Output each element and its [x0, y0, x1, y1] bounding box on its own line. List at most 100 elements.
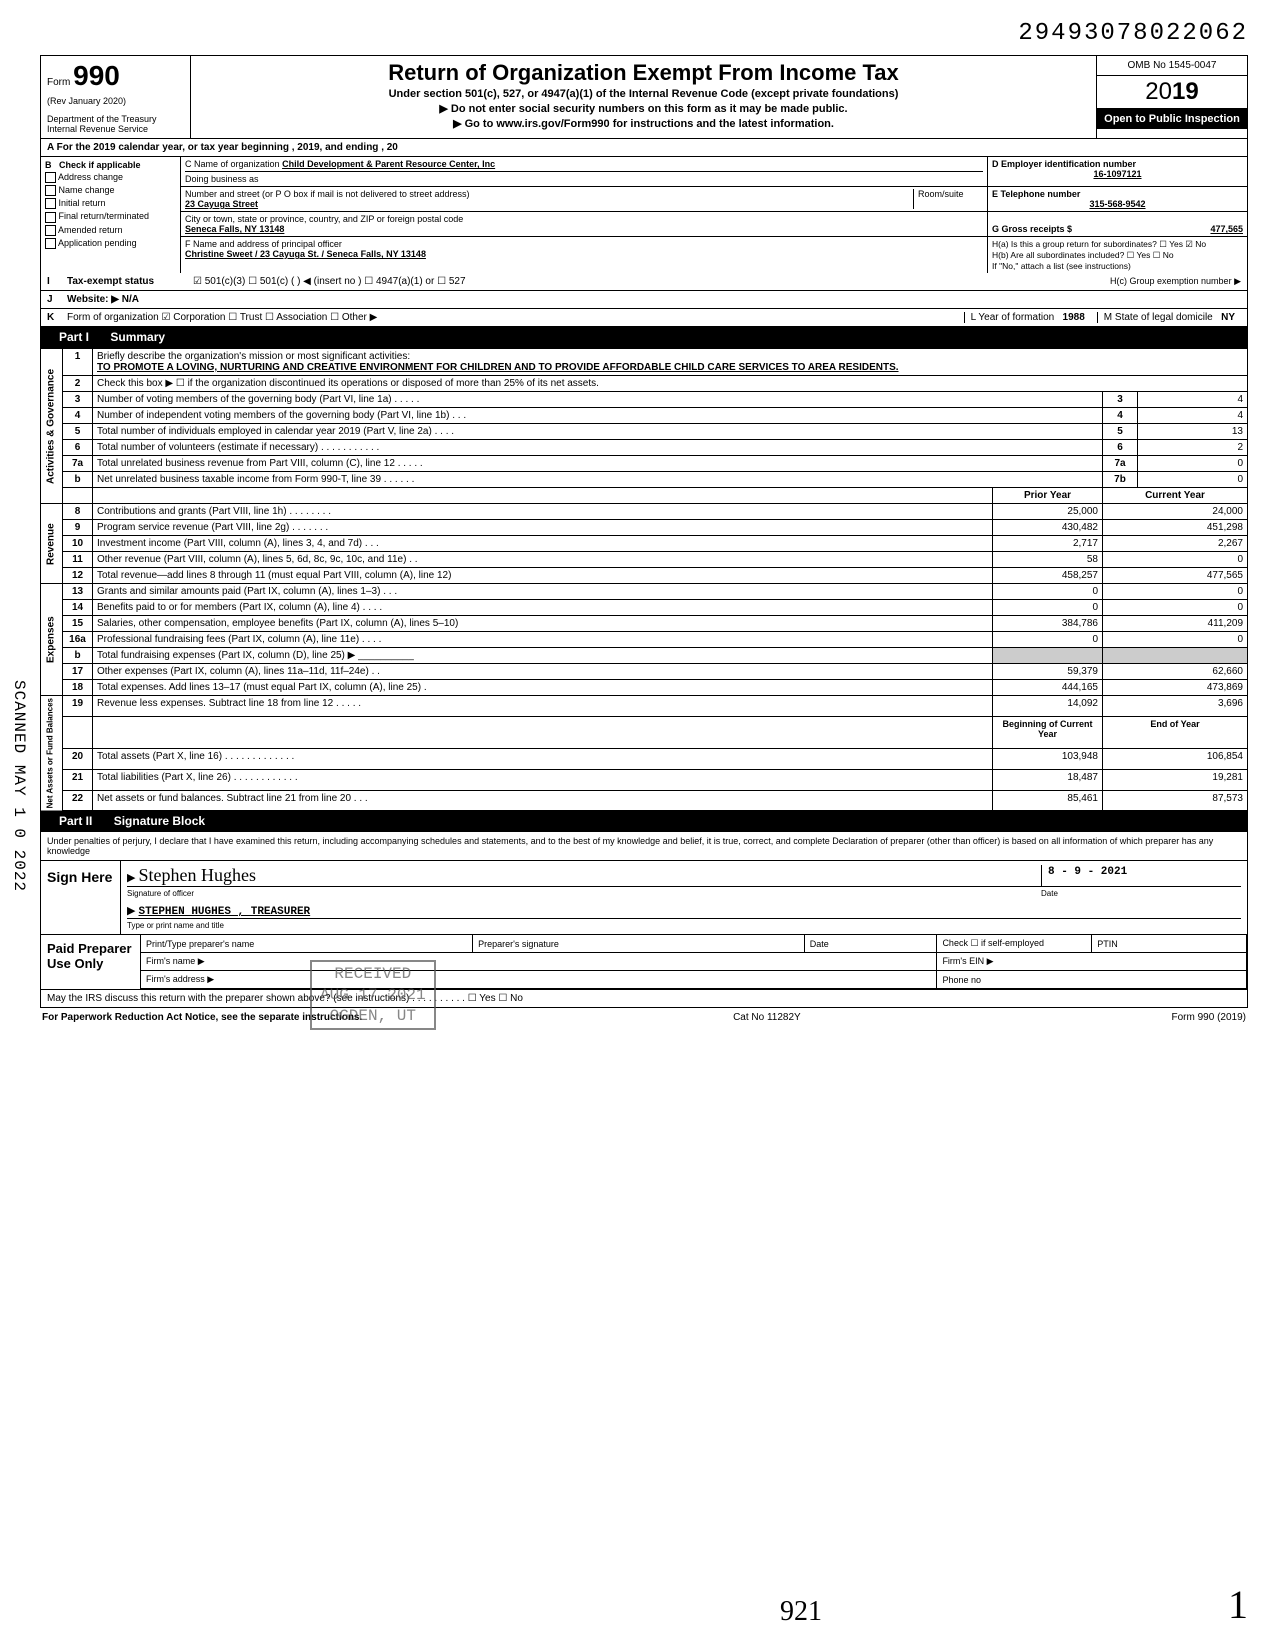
rl12: Total revenue—add lines 8 through 11 (mu… — [93, 568, 993, 584]
c-label: C Name of organization — [185, 159, 280, 169]
hc: H(c) Group exemption number ▶ — [1110, 276, 1241, 287]
bp21: 18,487 — [993, 769, 1103, 790]
dept: Department of the Treasury — [47, 114, 184, 124]
row-a: A For the 2019 calendar year, or tax yea… — [40, 139, 1248, 157]
d-label: D Employer identification number — [992, 159, 1243, 169]
footer: For Paperwork Reduction Act Notice, see … — [40, 1008, 1248, 1027]
rc11: 0 — [1103, 552, 1248, 568]
phone: 315-568-9542 — [992, 199, 1243, 209]
v6: 2 — [1138, 440, 1248, 456]
b7b: 7b — [1103, 472, 1138, 488]
e-label: E Telephone number — [992, 189, 1243, 199]
chk-initial: Initial return — [59, 198, 106, 208]
en18: 18 — [63, 680, 93, 696]
hb2: If "No," attach a list (see instructions… — [992, 261, 1243, 271]
ep17: 59,379 — [993, 664, 1103, 680]
city: Seneca Falls, NY 13148 — [185, 224, 983, 234]
footer-right: Form 990 (2019) — [1172, 1012, 1246, 1023]
scanned-stamp: SCANNED MAY 1 0 2022 — [10, 680, 28, 892]
chk-addr: Address change — [58, 172, 123, 182]
dln-number: 29493078022062 — [40, 20, 1248, 47]
pt-name-label: Print/Type preparer's name — [141, 935, 473, 953]
v5: 13 — [1138, 424, 1248, 440]
footer-left: For Paperwork Reduction Act Notice, see … — [42, 1012, 362, 1023]
part2-header: Part II Signature Block — [40, 811, 1248, 832]
bc22: 87,573 — [1103, 790, 1248, 811]
i-label: Tax-exempt status — [67, 276, 187, 287]
subtitle-1: Under section 501(c), 527, or 4947(a)(1)… — [197, 88, 1090, 100]
en14: 14 — [63, 600, 93, 616]
el15: Salaries, other compensation, employee b… — [93, 616, 993, 632]
ec19: 3,696 — [1103, 696, 1248, 717]
prior-label: Prior Year — [993, 488, 1103, 504]
rn9: 9 — [63, 520, 93, 536]
n3: 3 — [63, 392, 93, 408]
handwritten-initial: 921 — [780, 1596, 822, 1628]
irs-discuss-row: May the IRS discuss this return with the… — [40, 990, 1248, 1008]
bn21: 21 — [63, 769, 93, 790]
handwritten-page: 1 — [1228, 1581, 1248, 1628]
n7b: b — [63, 472, 93, 488]
ec17: 62,660 — [1103, 664, 1248, 680]
chk-name: Name change — [59, 185, 115, 195]
rn10: 10 — [63, 536, 93, 552]
en13: 13 — [63, 584, 93, 600]
ep14: 0 — [993, 600, 1103, 616]
el16b: Total fundraising expenses (Part IX, col… — [93, 648, 993, 664]
rn11: 11 — [63, 552, 93, 568]
ec14: 0 — [1103, 600, 1248, 616]
v3: 4 — [1138, 392, 1248, 408]
l7a: Total unrelated business revenue from Pa… — [93, 456, 1103, 472]
rc8: 24,000 — [1103, 504, 1248, 520]
rp10: 2,717 — [993, 536, 1103, 552]
side-balances: Net Assets or Fund Balances — [41, 696, 63, 811]
date-value: 8 - 9 - 2021 — [1048, 866, 1127, 878]
k-m-label: M State of legal domicile — [1104, 312, 1213, 323]
footer-mid: Cat No 11282Y — [733, 1012, 801, 1023]
form-header: Form 990 (Rev January 2020) Department o… — [40, 55, 1248, 139]
l5: Total number of individuals employed in … — [93, 424, 1103, 440]
pt-date-label: Date — [804, 935, 937, 953]
rc12: 477,565 — [1103, 568, 1248, 584]
ha: H(a) Is this a group return for subordin… — [992, 239, 1243, 250]
ep16b — [993, 648, 1103, 664]
sig-officer-label: Signature of officer — [127, 889, 194, 898]
gross-receipts: 477,565 — [1210, 224, 1243, 234]
org-info-grid: BCheck if applicable Address change Name… — [40, 157, 1248, 273]
bc21: 19,281 — [1103, 769, 1248, 790]
bp22: 85,461 — [993, 790, 1103, 811]
current-label: Current Year — [1103, 488, 1248, 504]
rl10: Investment income (Part VIII, column (A)… — [93, 536, 993, 552]
bl22: Net assets or fund balances. Subtract li… — [93, 790, 993, 811]
en15: 15 — [63, 616, 93, 632]
en16b: b — [63, 648, 93, 664]
org-name: Child Development & Parent Resource Cent… — [282, 159, 495, 169]
l3: Number of voting members of the governin… — [93, 392, 1103, 408]
ep16a: 0 — [993, 632, 1103, 648]
bal-head-r: End of Year — [1103, 716, 1248, 748]
pt-sig-label: Preparer's signature — [473, 935, 805, 953]
col-b-head: Check if applicable — [59, 160, 141, 170]
ec18: 473,869 — [1103, 680, 1248, 696]
el14: Benefits paid to or for members (Part IX… — [93, 600, 993, 616]
part2-title: Signature Block — [114, 814, 205, 828]
mission: TO PROMOTE A LOVING, NURTURING AND CREAT… — [97, 362, 899, 373]
ec15: 411,209 — [1103, 616, 1248, 632]
rp9: 430,482 — [993, 520, 1103, 536]
el18: Total expenses. Add lines 13–17 (must eq… — [93, 680, 993, 696]
firm-addr-label: Firm's address ▶ — [141, 971, 937, 989]
v7b: 0 — [1138, 472, 1248, 488]
v4: 4 — [1138, 408, 1248, 424]
part1-header: Part I Summary — [40, 327, 1248, 348]
k-l-label: L Year of formation — [971, 312, 1055, 323]
part2-label: Part II — [49, 812, 102, 830]
ep13: 0 — [993, 584, 1103, 600]
ec16b — [1103, 648, 1248, 664]
g-label: G Gross receipts $ — [992, 224, 1072, 234]
b3: 3 — [1103, 392, 1138, 408]
el16a: Professional fundraising fees (Part IX, … — [93, 632, 993, 648]
part1-label: Part I — [49, 328, 99, 346]
officer: Christine Sweet / 23 Cayuga St. / Seneca… — [185, 249, 983, 259]
year-formation: 1988 — [1063, 312, 1085, 323]
b4: 4 — [1103, 408, 1138, 424]
